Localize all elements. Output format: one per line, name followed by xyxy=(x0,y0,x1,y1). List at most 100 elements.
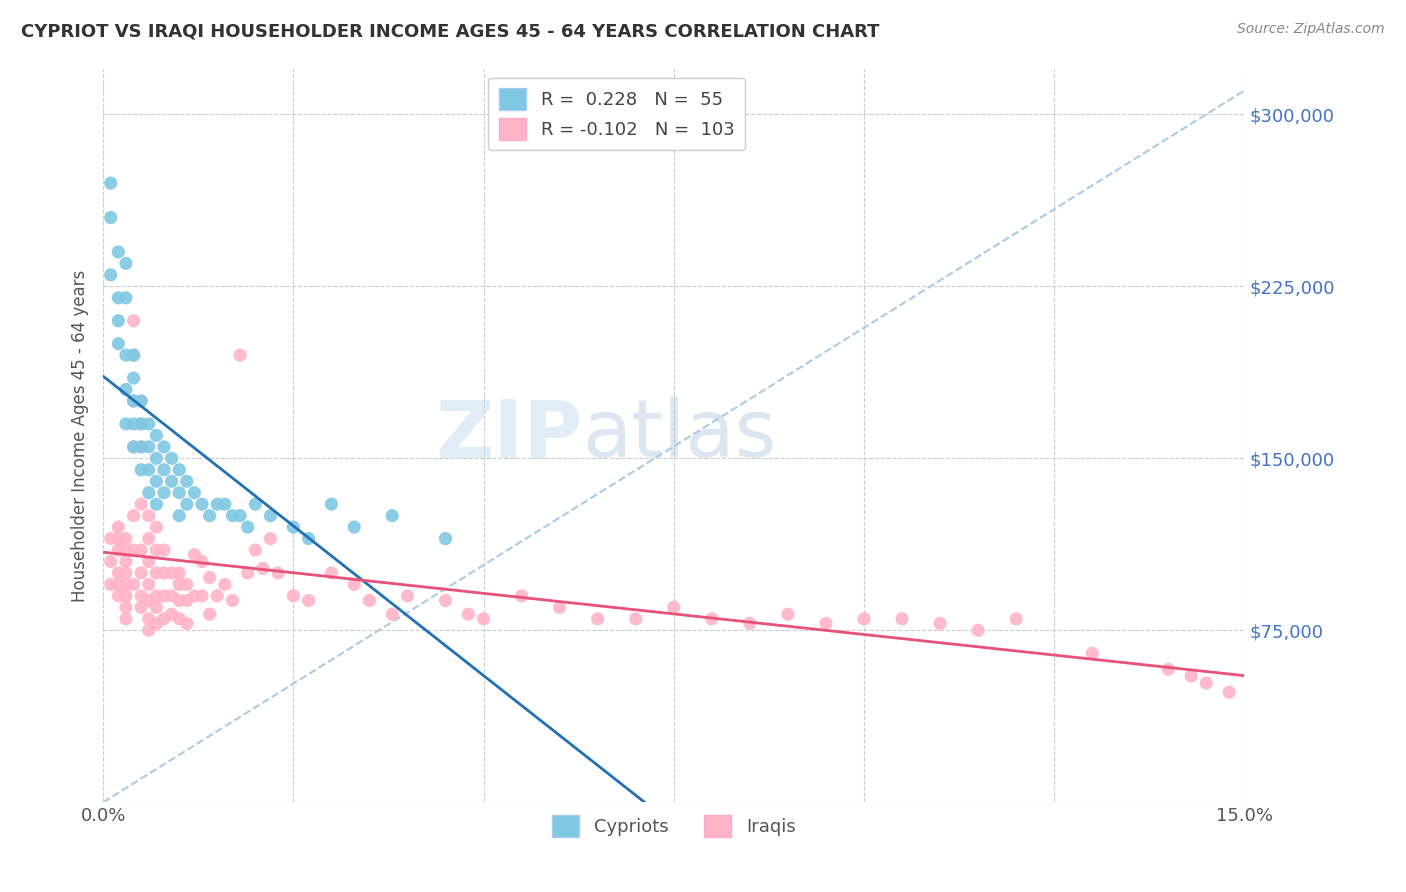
Point xyxy=(662,600,685,615)
Point xyxy=(138,593,160,607)
Point xyxy=(160,566,183,580)
Point xyxy=(259,508,281,523)
Point xyxy=(198,607,221,622)
Point xyxy=(624,612,647,626)
Point xyxy=(145,600,167,615)
Point xyxy=(115,589,138,603)
Point xyxy=(115,383,138,397)
Point xyxy=(138,532,160,546)
Point xyxy=(129,417,152,431)
Point xyxy=(122,348,145,362)
Point xyxy=(129,600,152,615)
Point xyxy=(100,532,122,546)
Point xyxy=(122,440,145,454)
Point xyxy=(122,577,145,591)
Point xyxy=(129,566,152,580)
Point xyxy=(1005,612,1028,626)
Point xyxy=(107,244,129,259)
Point xyxy=(145,451,167,466)
Point xyxy=(167,577,190,591)
Point xyxy=(967,624,990,638)
Point xyxy=(221,508,243,523)
Point xyxy=(115,348,138,362)
Point xyxy=(122,394,145,409)
Point xyxy=(145,543,167,558)
Point xyxy=(138,485,160,500)
Point xyxy=(1157,662,1180,676)
Point xyxy=(153,463,176,477)
Point xyxy=(138,417,160,431)
Point xyxy=(472,612,495,626)
Point xyxy=(145,566,167,580)
Point xyxy=(548,600,571,615)
Point xyxy=(207,589,229,603)
Point xyxy=(153,543,176,558)
Point xyxy=(100,268,122,282)
Point xyxy=(510,589,533,603)
Point xyxy=(814,616,837,631)
Point xyxy=(259,532,281,546)
Point xyxy=(122,394,145,409)
Point xyxy=(122,543,145,558)
Point xyxy=(100,176,122,190)
Point xyxy=(245,543,267,558)
Point xyxy=(176,577,198,591)
Point xyxy=(283,589,305,603)
Point xyxy=(129,394,152,409)
Point xyxy=(160,475,183,489)
Point xyxy=(138,440,160,454)
Point xyxy=(183,589,205,603)
Point xyxy=(167,593,190,607)
Point xyxy=(236,566,259,580)
Point xyxy=(153,589,176,603)
Point xyxy=(145,520,167,534)
Point xyxy=(129,497,152,511)
Point xyxy=(145,428,167,442)
Point xyxy=(434,593,457,607)
Point xyxy=(145,497,167,511)
Point xyxy=(160,589,183,603)
Point xyxy=(153,485,176,500)
Point xyxy=(115,417,138,431)
Point xyxy=(221,593,243,607)
Point xyxy=(115,600,138,615)
Point xyxy=(343,520,366,534)
Point xyxy=(700,612,723,626)
Point xyxy=(138,577,160,591)
Point xyxy=(1218,685,1240,699)
Point xyxy=(115,612,138,626)
Point xyxy=(107,543,129,558)
Point xyxy=(153,612,176,626)
Point xyxy=(145,616,167,631)
Point xyxy=(138,463,160,477)
Point xyxy=(100,211,122,225)
Point xyxy=(252,561,274,575)
Point xyxy=(138,624,160,638)
Point xyxy=(229,508,252,523)
Point xyxy=(283,520,305,534)
Text: ZIP: ZIP xyxy=(436,396,582,475)
Point xyxy=(586,612,609,626)
Point xyxy=(160,451,183,466)
Point xyxy=(214,497,236,511)
Point xyxy=(183,485,205,500)
Point xyxy=(145,589,167,603)
Point xyxy=(129,543,152,558)
Point xyxy=(122,508,145,523)
Point xyxy=(100,577,122,591)
Point xyxy=(107,291,129,305)
Text: atlas: atlas xyxy=(582,396,778,475)
Point xyxy=(1195,676,1218,690)
Point xyxy=(229,348,252,362)
Point xyxy=(115,256,138,270)
Point xyxy=(167,485,190,500)
Point xyxy=(129,440,152,454)
Point xyxy=(891,612,914,626)
Point xyxy=(214,577,236,591)
Point xyxy=(115,554,138,568)
Point xyxy=(776,607,799,622)
Point xyxy=(122,417,145,431)
Point xyxy=(1081,646,1104,660)
Point xyxy=(115,291,138,305)
Point xyxy=(129,440,152,454)
